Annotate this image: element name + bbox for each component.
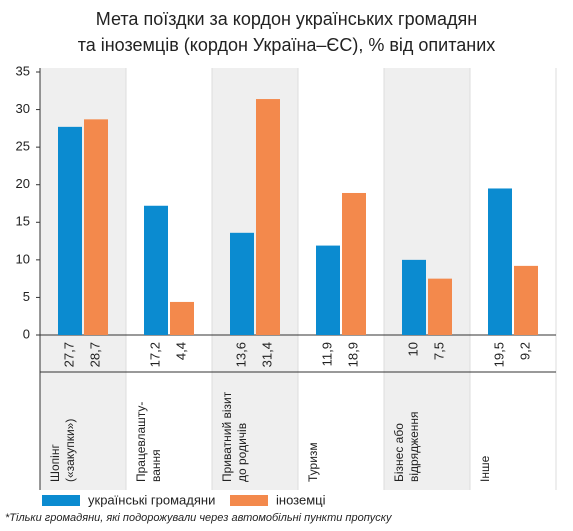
value-label: 9,2: [517, 342, 532, 360]
value-label: 4,4: [173, 342, 188, 360]
band-shade: [384, 68, 470, 490]
bar: [84, 119, 108, 335]
x-tick-label: Туризм: [306, 442, 320, 482]
bar: [256, 99, 280, 336]
y-tick-label: 35: [16, 63, 30, 78]
chart-title: Мета поїздки за кордон українських грома…: [77, 9, 496, 55]
bar: [402, 259, 426, 335]
legend-label: іноземці: [276, 492, 326, 507]
band-shade: [40, 68, 126, 490]
x-tick-label: Бізнес або відрядження: [392, 411, 421, 482]
legend-label: українські громадяни: [88, 492, 215, 507]
value-label: 27,7: [61, 342, 76, 367]
value-label: 17,2: [147, 342, 162, 367]
value-label: 28,7: [87, 342, 102, 367]
value-label: 19,5: [491, 342, 506, 367]
x-tick-label: Приватний візит до родичів: [220, 391, 249, 482]
value-label: 7,5: [431, 342, 446, 360]
band-shade: [212, 68, 298, 490]
value-label: 18,9: [345, 342, 360, 367]
bar: [342, 192, 366, 335]
y-tick-label: 10: [16, 251, 30, 266]
bar: [58, 126, 82, 336]
footnote: *Тільки громадяни, які подорожували чере…: [5, 512, 392, 524]
bar: [316, 245, 340, 335]
x-tick-label: Шопінг («закупки»): [48, 418, 77, 482]
value-label: 31,4: [259, 342, 274, 367]
bar: [230, 232, 254, 335]
y-tick-label: 25: [16, 139, 30, 154]
y-tick-label: 15: [16, 214, 30, 229]
y-tick-label: 20: [16, 176, 30, 191]
bar: [514, 265, 538, 335]
y-tick-label: 0: [23, 326, 30, 341]
legend-swatch: [42, 495, 80, 506]
value-label: 11,9: [319, 342, 334, 366]
bar: [428, 278, 452, 335]
value-label: 10: [405, 342, 420, 356]
x-tick-label: Інше: [478, 455, 492, 482]
bar: [170, 301, 194, 335]
bar: [144, 205, 168, 335]
y-tick-label: 30: [16, 101, 30, 116]
x-tick-label: Працевлашту- вання: [134, 401, 163, 482]
legend-swatch: [230, 495, 268, 506]
bar: [488, 188, 512, 335]
value-label: 13,6: [233, 342, 248, 367]
y-tick-label: 5: [23, 289, 30, 304]
